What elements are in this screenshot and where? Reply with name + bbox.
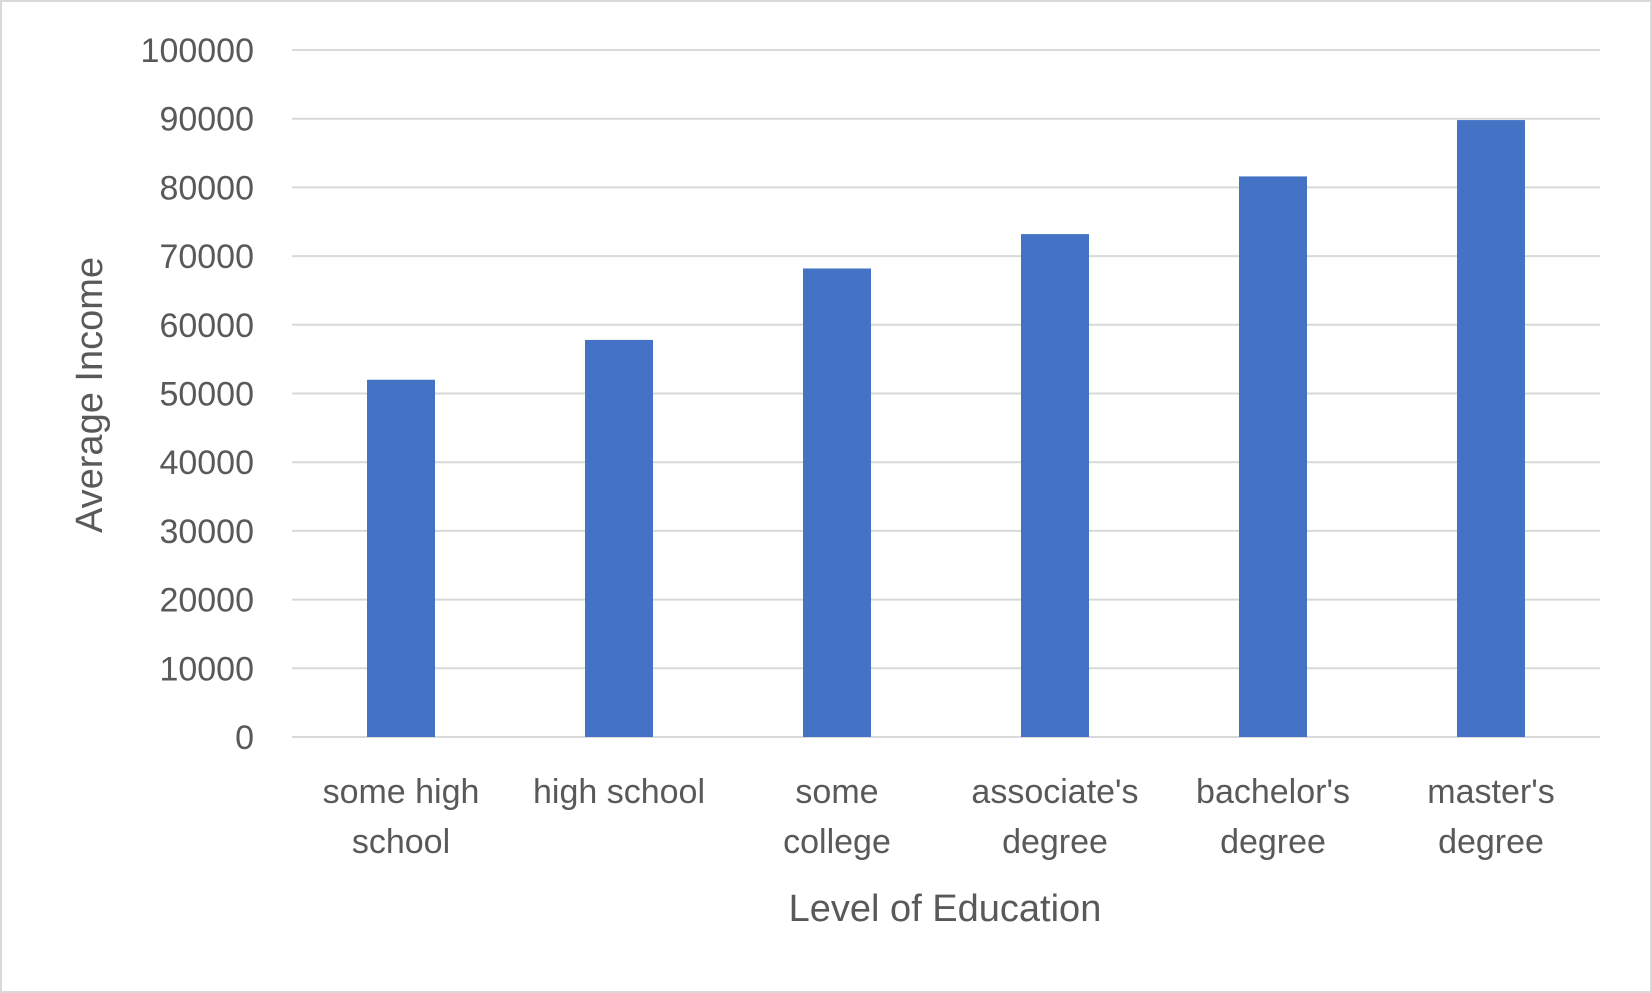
y-tick-label: 100000 — [141, 32, 254, 70]
x-tick-label: degree — [1002, 823, 1108, 861]
x-tick-label: high school — [533, 773, 705, 811]
x-axis-ticks: some high school high school some college ass… — [323, 773, 1555, 861]
x-tick-label: some high — [323, 773, 480, 811]
x-tick-label: master's — [1427, 773, 1554, 811]
bar — [585, 339, 653, 737]
x-axis-title: Level of Education — [789, 888, 1102, 930]
y-tick-label: 10000 — [159, 650, 254, 688]
y-axis-ticks: 0 10000 20000 30000 40000 50000 60000 70000 8000… — [141, 32, 254, 757]
x-tick-label: school — [352, 823, 450, 861]
y-tick-label: 70000 — [159, 238, 254, 276]
x-tick-label: bachelor's — [1196, 773, 1350, 811]
x-tick-label: college — [783, 823, 891, 861]
y-tick-label: 90000 — [159, 101, 254, 139]
x-tick-label: some — [795, 773, 878, 811]
x-tick-label: degree — [1438, 823, 1544, 861]
bar — [1021, 234, 1089, 737]
bar — [1457, 120, 1525, 738]
x-tick-label: associate's — [971, 773, 1138, 811]
gridlines — [292, 49, 1600, 738]
y-axis-title: Average Income — [69, 257, 111, 533]
y-tick-label: 60000 — [159, 307, 254, 345]
y-tick-label: 30000 — [159, 513, 254, 551]
y-tick-label: 50000 — [159, 376, 254, 414]
y-tick-label: 40000 — [159, 444, 254, 482]
bar — [1239, 176, 1307, 737]
y-tick-label: 20000 — [159, 582, 254, 620]
bar — [803, 268, 871, 737]
bars — [367, 120, 1525, 738]
y-tick-label: 80000 — [159, 169, 254, 207]
y-tick-label: 0 — [235, 719, 254, 757]
x-tick-label: degree — [1220, 823, 1326, 861]
bar — [367, 379, 435, 737]
